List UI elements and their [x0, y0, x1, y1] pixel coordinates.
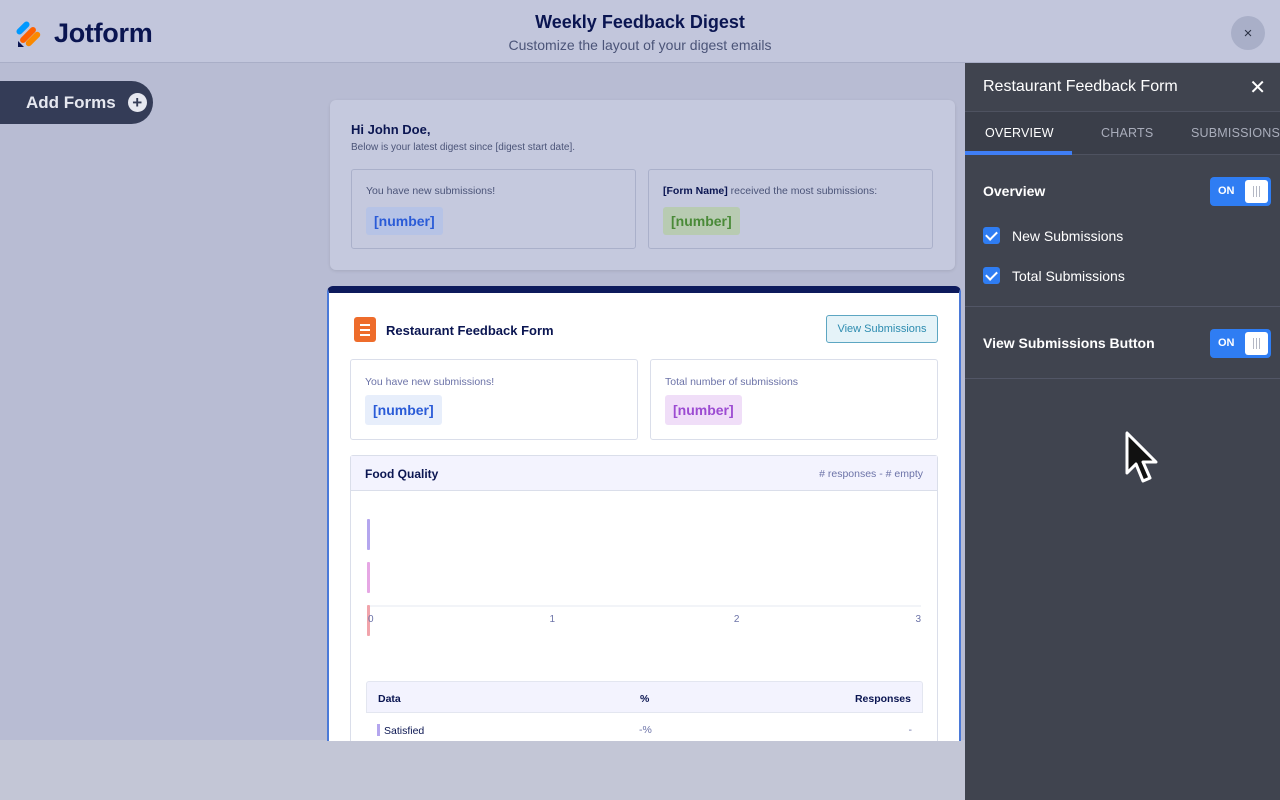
- top-header: Jotform Weekly Feedback Digest Customize…: [0, 0, 1280, 63]
- x-tick-label: 2: [734, 614, 740, 625]
- panel-title: Restaurant Feedback Form: [983, 78, 1178, 95]
- greeting: Hi John Doe,: [351, 122, 431, 137]
- legend-swatch: [377, 724, 380, 736]
- form-total-submissions-box: Total number of submissions [number]: [650, 359, 938, 440]
- new-submissions-checkbox-row[interactable]: New Submissions: [983, 227, 1123, 244]
- checkbox-new-submissions[interactable]: [983, 227, 1000, 244]
- greeting-subtext: Below is your latest digest since [diges…: [351, 142, 575, 153]
- tab-charts[interactable]: CHARTS: [1101, 126, 1154, 140]
- row-percent: -%: [639, 724, 652, 736]
- chart-header: Food Quality # responses - # empty: [351, 456, 937, 491]
- row-label-text: Satisfied: [384, 725, 425, 737]
- x-tick-label: 0: [368, 614, 374, 625]
- data-table: Data % Responses Satisfied -% -: [366, 681, 923, 741]
- chart-bar: [367, 519, 370, 550]
- active-tab-indicator: [965, 151, 1072, 155]
- logo-text: Jotform: [54, 18, 153, 48]
- settings-panel: Restaurant Feedback Form ✕ OVERVIEW CHAR…: [965, 63, 1280, 800]
- most-submissions-value: [number]: [663, 207, 740, 235]
- new-submissions-box: You have new submissions! [number]: [351, 169, 636, 249]
- divider: [965, 306, 1280, 307]
- tab-overview[interactable]: OVERVIEW: [985, 126, 1054, 140]
- toggle-knob: [1245, 332, 1268, 355]
- checkbox-total-submissions[interactable]: [983, 267, 1000, 284]
- form-digest-card[interactable]: Restaurant Feedback Form View Submission…: [327, 286, 961, 741]
- form-total-submissions-value: [number]: [665, 395, 742, 425]
- overview-toggle[interactable]: ON: [1210, 177, 1271, 206]
- most-submissions-text: received the most submissions:: [727, 185, 878, 197]
- x-tick-label: 1: [550, 614, 556, 625]
- form-new-submissions-box: You have new submissions! [number]: [350, 359, 638, 440]
- new-submissions-check-label: New Submissions: [1012, 227, 1124, 244]
- view-submissions-toggle[interactable]: ON: [1210, 329, 1271, 358]
- chart-bar: [367, 605, 370, 636]
- add-forms-label: Add Forms: [26, 92, 116, 112]
- form-new-submissions-value: [number]: [365, 395, 442, 425]
- view-submissions-button-label: View Submissions Button: [983, 335, 1155, 351]
- panel-close-icon[interactable]: ✕: [1249, 77, 1266, 99]
- add-forms-button[interactable]: Add Forms +: [0, 81, 153, 124]
- form-title: Restaurant Feedback Form: [386, 323, 554, 338]
- form-new-submissions-label: You have new submissions!: [365, 376, 495, 388]
- header-percent: %: [640, 693, 650, 705]
- header-responses: Responses: [854, 693, 911, 705]
- row-responses: -: [908, 724, 913, 736]
- bottom-bar: [0, 740, 965, 800]
- close-icon: ×: [1243, 24, 1253, 42]
- divider: [965, 378, 1280, 379]
- view-submissions-toggle-label: ON: [1218, 337, 1235, 349]
- digest-intro-card: Hi John Doe, Below is your latest digest…: [330, 100, 955, 270]
- new-submissions-value: [number]: [366, 207, 443, 235]
- page-subtitle: Customize the layout of your digest emai…: [508, 37, 772, 53]
- new-submissions-label: You have new submissions!: [366, 185, 496, 197]
- form-total-submissions-label: Total number of submissions: [665, 376, 799, 388]
- page-title: Weekly Feedback Digest: [535, 12, 745, 32]
- plus-icon: +: [127, 93, 147, 112]
- chart-bar: [367, 562, 370, 593]
- x-tick-label: 3: [915, 614, 921, 625]
- panel-tabs: OVERVIEW CHARTS SUBMISSIONS: [965, 111, 1280, 155]
- overview-toggle-label: ON: [1218, 185, 1235, 197]
- jotform-logo-icon: [16, 20, 41, 47]
- toggle-knob: [1245, 180, 1268, 203]
- chart-meta: # responses - # empty: [819, 468, 923, 480]
- view-submissions-button[interactable]: View Submissions: [826, 315, 938, 343]
- mouse-cursor-icon: [1125, 431, 1158, 483]
- most-submissions-label: [Form Name] received the most submission…: [663, 185, 877, 197]
- header-data: Data: [378, 693, 401, 705]
- overview-label: Overview: [983, 183, 1046, 199]
- close-button[interactable]: ×: [1231, 16, 1265, 50]
- form-icon: [354, 317, 376, 342]
- jotform-logo[interactable]: Jotform: [16, 18, 153, 49]
- total-submissions-check-label: Total Submissions: [1012, 267, 1125, 284]
- tab-submissions[interactable]: SUBMISSIONS: [1191, 126, 1280, 140]
- food-quality-chart: 0 1 2 3: [367, 519, 921, 636]
- form-name-placeholder: [Form Name]: [663, 185, 728, 197]
- table-row: Satisfied -% -: [366, 713, 923, 741]
- most-submissions-box: [Form Name] received the most submission…: [648, 169, 933, 249]
- total-submissions-checkbox-row[interactable]: Total Submissions: [983, 267, 1125, 284]
- chart-title: Food Quality: [365, 467, 439, 481]
- row-label: Satisfied: [377, 724, 424, 737]
- table-header: Data % Responses: [366, 681, 923, 713]
